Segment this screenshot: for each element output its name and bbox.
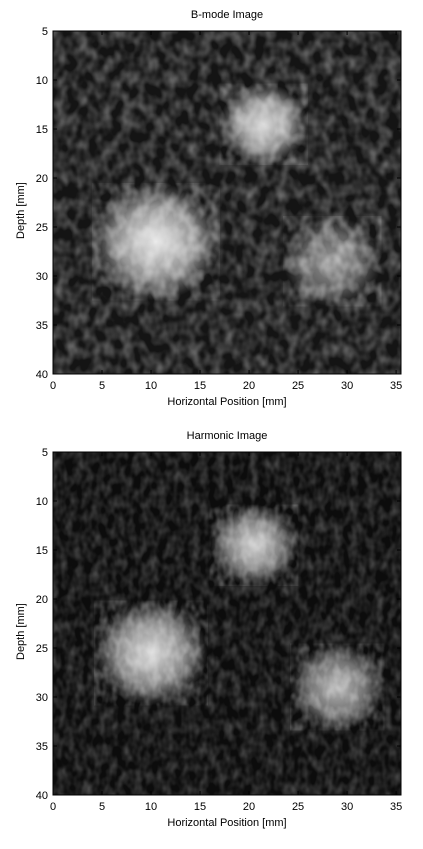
y-tick-label: 35 (36, 741, 48, 753)
x-tick-label: 10 (145, 380, 157, 392)
x-axis-label: Horizontal Position [mm] (167, 396, 287, 408)
x-tick-label: 30 (341, 380, 353, 392)
plot-frame (52, 451, 402, 796)
lesion-speckle (283, 216, 382, 307)
x-tick-label: 10 (145, 801, 157, 813)
y-tick-label: 30 (36, 692, 48, 704)
harmonic-panel: Harmonic Image 0 5 10 15 20 25 30 35 5 10 15 20 25 30… (0, 421, 423, 841)
x-tick-label: 20 (243, 801, 255, 813)
x-tick-label: 30 (341, 801, 353, 813)
y-axis-label: Depth [mm] (15, 603, 27, 660)
lesion-speckle (219, 83, 308, 165)
x-tick-label: 5 (99, 380, 105, 392)
x-tick-label: 25 (292, 801, 304, 813)
y-tick-label: 20 (36, 173, 48, 185)
x-tick-label: 35 (390, 801, 402, 813)
panel-title: Harmonic Image (186, 430, 268, 442)
lesion-speckle (209, 504, 299, 586)
bmode-panel: B-mode Image 0 5 10 15 20 25 30 35 5 10 15 20 25 30 35… (0, 0, 423, 420)
x-axis-label: Horizontal Position [mm] (167, 817, 287, 829)
speckle-texture (53, 31, 401, 374)
x-tick-label: 0 (50, 380, 56, 392)
y-tick-label: 5 (42, 26, 48, 38)
y-tick-label: 15 (36, 545, 48, 557)
y-tick-label: 35 (36, 320, 48, 332)
lesion-speckle (290, 643, 385, 731)
y-tick-label: 10 (36, 496, 48, 508)
y-tick-label: 40 (36, 369, 48, 381)
y-tick-label: 40 (36, 790, 48, 802)
bmode-image-plot: 0 5 10 15 20 25 30 35 5 10 15 20 25 30 35 40 (36, 26, 402, 392)
y-axis-label: Depth [mm] (15, 182, 27, 239)
y-tick-label: 25 (36, 222, 48, 234)
x-tick-label: 15 (194, 801, 206, 813)
y-tick-label: 10 (36, 75, 48, 87)
x-tick-label: 20 (243, 380, 255, 392)
plot-frame (52, 30, 402, 375)
y-tick-label: 20 (36, 594, 48, 606)
panel-title: B-mode Image (190, 9, 264, 21)
y-tick-label: 25 (36, 643, 48, 655)
harmonic-image-plot: 0 5 10 15 20 25 30 35 5 10 15 20 25 30 35 40 (36, 447, 402, 813)
lesion-speckle (92, 183, 220, 301)
y-tick-label: 5 (42, 447, 48, 459)
y-tick-label: 30 (36, 271, 48, 283)
lesion-speckle (94, 600, 208, 706)
x-tick-label: 35 (390, 380, 402, 392)
x-tick-label: 25 (292, 380, 304, 392)
x-tick-label: 15 (194, 380, 206, 392)
y-tick-label: 15 (36, 124, 48, 136)
x-tick-label: 0 (50, 801, 56, 813)
x-tick-label: 5 (99, 801, 105, 813)
